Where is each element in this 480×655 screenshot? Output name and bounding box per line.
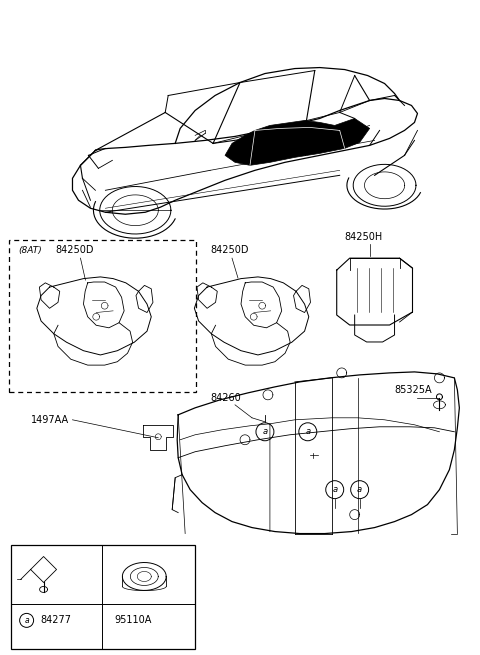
Text: a: a <box>263 427 267 436</box>
Text: 1497AA: 1497AA <box>31 415 69 425</box>
Text: a: a <box>24 616 29 625</box>
Polygon shape <box>225 119 370 165</box>
Text: a: a <box>357 485 362 494</box>
Text: 95110A: 95110A <box>114 616 152 626</box>
FancyBboxPatch shape <box>11 544 195 649</box>
Text: a: a <box>332 485 337 494</box>
Text: 85325A: 85325A <box>395 385 432 395</box>
Text: 84250H: 84250H <box>345 232 383 242</box>
Text: 84260: 84260 <box>210 393 241 403</box>
Text: 84250D: 84250D <box>210 245 249 255</box>
Text: 84277: 84277 <box>41 616 72 626</box>
Text: 84250D: 84250D <box>56 245 94 255</box>
Text: (8AT): (8AT) <box>19 246 42 255</box>
Text: a: a <box>305 427 311 436</box>
